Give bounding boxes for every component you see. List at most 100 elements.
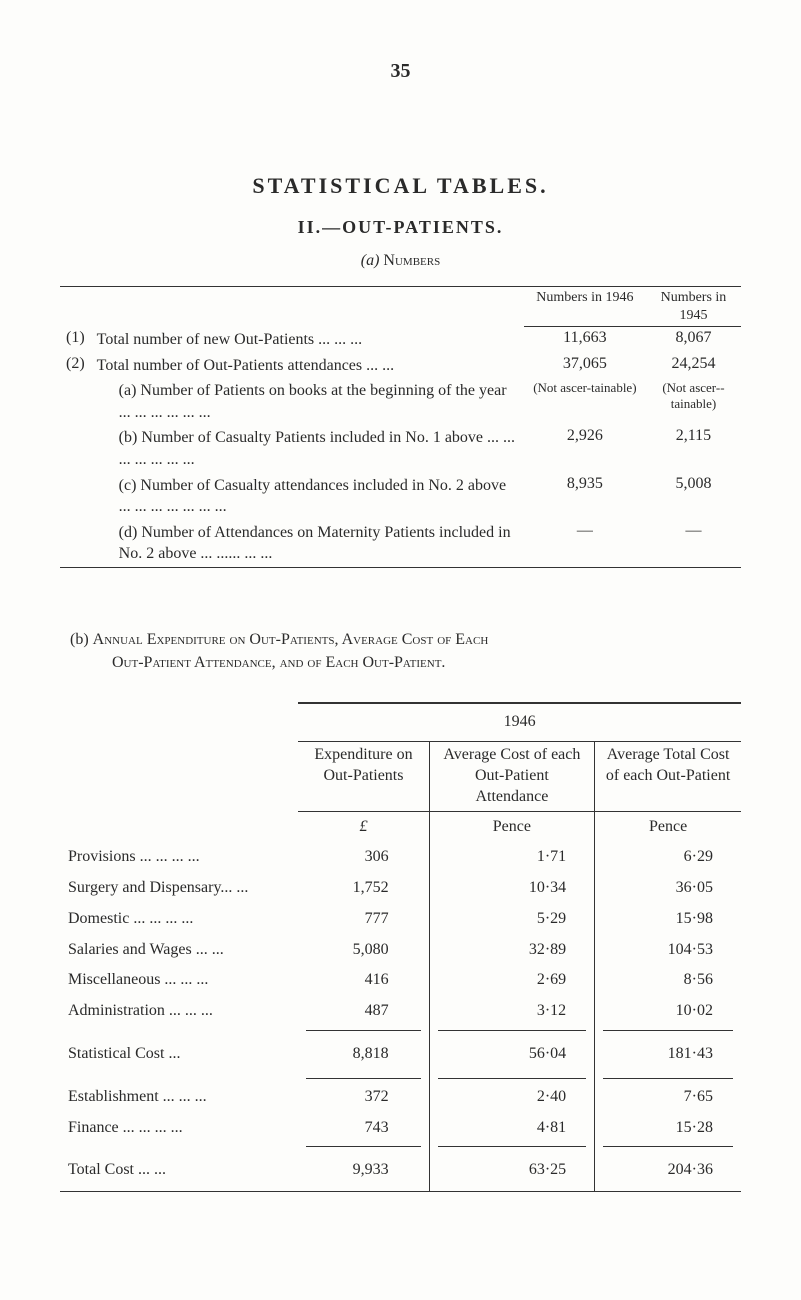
row-val-1945: 8,067 <box>646 327 741 353</box>
row-expenditure: 306 <box>298 842 429 873</box>
row-avg-patient: 15·98 <box>595 904 741 935</box>
row-index: (1) <box>60 327 91 353</box>
row-expenditure: 743 <box>298 1113 429 1144</box>
row-label: Establishment ... ... ... <box>60 1082 298 1113</box>
t1-head-1946: Numbers in 1946 <box>524 287 646 326</box>
row-val-1946: 11,663 <box>524 327 646 353</box>
row-val-1946: — <box>524 520 646 567</box>
row-avg-attendance: 3·12 <box>429 996 595 1027</box>
subsection-b-prefix: (b) <box>70 631 89 648</box>
row-index <box>60 378 91 425</box>
table-row: (a) Number of Patients on books at the b… <box>60 378 741 425</box>
row-avg-patient: 7·65 <box>595 1082 741 1113</box>
t2-unit-1: £ <box>298 811 429 842</box>
t2-year: 1946 <box>298 704 741 742</box>
row-val-1945: 24,254 <box>646 353 741 379</box>
row-avg-patient: 8·56 <box>595 965 741 996</box>
section-title: II.—OUT-PATIENTS. <box>60 217 741 238</box>
row-label: Surgery and Dispensary... ... <box>60 873 298 904</box>
row-label: Administration ... ... ... <box>60 996 298 1027</box>
row-text: (d) Number of Attendances on Maternity P… <box>91 520 524 567</box>
row-expenditure: 487 <box>298 996 429 1027</box>
table-row: Surgery and Dispensary... ...1,75210·343… <box>60 873 741 904</box>
t2-total-label: Total Cost ... ... <box>60 1150 298 1191</box>
table-row: (c) Number of Casualty attendances inclu… <box>60 473 741 520</box>
row-avg-attendance: 2·69 <box>429 965 595 996</box>
t2-stat-label: Statistical Cost ... <box>60 1034 298 1075</box>
table-row: (1)Total number of new Out-Patients ... … <box>60 327 741 353</box>
row-avg-patient: 15·28 <box>595 1113 741 1144</box>
table-row: (2)Total number of Out-Patients attendan… <box>60 353 741 379</box>
table-row: Administration ... ... ...4873·1210·02 <box>60 996 741 1027</box>
table-row: Salaries and Wages ... ...5,08032·89104·… <box>60 935 741 966</box>
row-val-1946: 8,935 <box>524 473 646 520</box>
table-row: Establishment ... ... ...3722·407·65 <box>60 1082 741 1113</box>
row-avg-patient: 6·29 <box>595 842 741 873</box>
row-val-1945: (Not ascer-­tainable) <box>646 378 741 425</box>
row-expenditure: 777 <box>298 904 429 935</box>
table-row: (d) Number of Attendances on Maternity P… <box>60 520 741 567</box>
row-val-1946: 2,926 <box>524 425 646 472</box>
row-label: Salaries and Wages ... ... <box>60 935 298 966</box>
row-avg-attendance: 1·71 <box>429 842 595 873</box>
row-index <box>60 425 91 472</box>
row-text: Total number of Out-Patients attendances… <box>91 353 524 379</box>
row-text: (a) Number of Patients on books at the b… <box>91 378 524 425</box>
row-text: (c) Number of Casualty attendances inclu… <box>91 473 524 520</box>
t2-total-c1: 9,933 <box>298 1150 429 1191</box>
row-val-1945: — <box>646 520 741 567</box>
table-row: (b) Number of Casualty Patients included… <box>60 425 741 472</box>
subsection-a-text: Numbers <box>383 252 440 269</box>
subsection-b-line1: Annual Expenditure on Out-Patients, Aver… <box>93 631 489 648</box>
t2-total-c2: 63·25 <box>429 1150 595 1191</box>
row-val-1945: 2,115 <box>646 425 741 472</box>
row-index <box>60 473 91 520</box>
t2-col-avg-attend: Average Cost of each Out-Patient Attenda… <box>429 742 595 811</box>
table-row: Domestic ... ... ... ...7775·2915·98 <box>60 904 741 935</box>
row-avg-attendance: 5·29 <box>429 904 595 935</box>
subsection-b-heading: (b) Annual Expenditure on Out-Patients, … <box>70 628 731 674</box>
numbers-table: Numbers in 1946 Numbers in 1945 (1)Total… <box>60 286 741 568</box>
t2-stat-c1: 8,818 <box>298 1034 429 1075</box>
subsection-a: (a) Numbers <box>60 252 741 270</box>
row-label: Provisions ... ... ... ... <box>60 842 298 873</box>
row-avg-attendance: 10·34 <box>429 873 595 904</box>
expenditure-table: 1946 Expenditure on Out-Patients Average… <box>60 702 741 1192</box>
table-row: Miscellaneous ... ... ...4162·698·56 <box>60 965 741 996</box>
row-val-1946: 37,065 <box>524 353 646 379</box>
t2-col-avg-patient: Average Total Cost of each Out-Patient <box>595 742 741 811</box>
row-avg-patient: 36·05 <box>595 873 741 904</box>
row-val-1946: (Not ascer-­tainable) <box>524 378 646 425</box>
t2-total-c3: 204·36 <box>595 1150 741 1191</box>
row-avg-attendance: 2·40 <box>429 1082 595 1113</box>
t2-col-exp: Expenditure on Out-Patients <box>298 742 429 811</box>
subsection-b-line2: Out-Patient Attendance, and of Each Out-… <box>70 654 445 671</box>
subsection-a-label: (a) <box>361 252 380 269</box>
t2-stat-c3: 181·43 <box>595 1034 741 1075</box>
row-label: Domestic ... ... ... ... <box>60 904 298 935</box>
row-avg-attendance: 32·89 <box>429 935 595 966</box>
t2-unit-3: Pence <box>595 811 741 842</box>
page: 35 STATISTICAL TABLES. II.—OUT-PATIENTS.… <box>0 0 801 1300</box>
row-avg-attendance: 4·81 <box>429 1113 595 1144</box>
row-expenditure: 1,752 <box>298 873 429 904</box>
row-expenditure: 416 <box>298 965 429 996</box>
row-expenditure: 5,080 <box>298 935 429 966</box>
row-val-1945: 5,008 <box>646 473 741 520</box>
row-index <box>60 520 91 567</box>
row-avg-patient: 10·02 <box>595 996 741 1027</box>
table-row: Finance ... ... ... ...7434·8115·28 <box>60 1113 741 1144</box>
table-row: Provisions ... ... ... ...3061·716·29 <box>60 842 741 873</box>
t1-head-1945: Numbers in 1945 <box>646 287 741 326</box>
row-avg-patient: 104·53 <box>595 935 741 966</box>
t2-unit-2: Pence <box>429 811 595 842</box>
row-label: Finance ... ... ... ... <box>60 1113 298 1144</box>
page-number: 35 <box>60 60 741 83</box>
row-label: Miscellaneous ... ... ... <box>60 965 298 996</box>
row-index: (2) <box>60 353 91 379</box>
main-title: STATISTICAL TABLES. <box>60 173 741 199</box>
t2-stat-c2: 56·04 <box>429 1034 595 1075</box>
row-text: Total number of new Out-Patients ... ...… <box>91 327 524 353</box>
row-expenditure: 372 <box>298 1082 429 1113</box>
row-text: (b) Number of Casualty Patients included… <box>91 425 524 472</box>
